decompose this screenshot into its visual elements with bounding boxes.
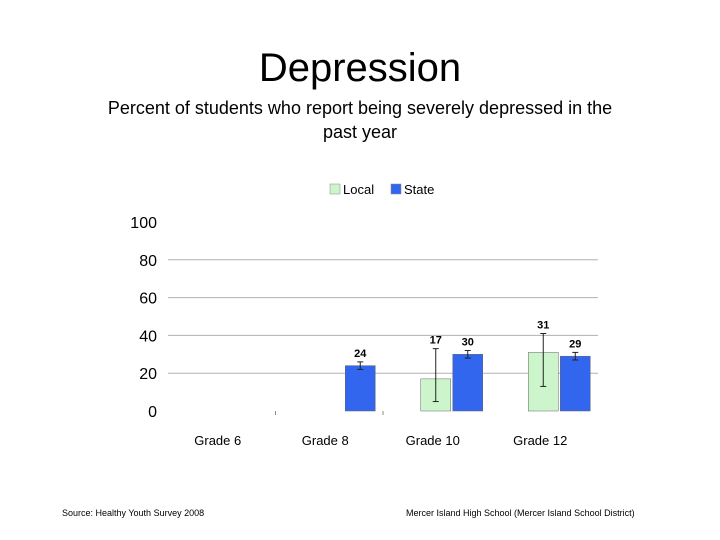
bars: 24 17 30 31 29 [345, 320, 591, 412]
data-label: 29 [569, 338, 581, 350]
page-title: Depression [258, 46, 462, 90]
x-tick-label: Grade 10 [406, 433, 460, 448]
y-axis: 0 20 40 60 80 100 [130, 215, 157, 421]
y-tick-label: 0 [148, 404, 157, 421]
source-note: Source: Healthy Youth Survey 2008 [62, 508, 205, 518]
bar-state [345, 365, 376, 412]
legend-swatch-state [390, 183, 402, 195]
school-note: Mercer Island High School (Mercer Island… [406, 508, 635, 518]
legend-swatch-local [329, 183, 341, 195]
data-label: 24 [354, 348, 367, 360]
page-subtitle: Percent of students who report being sev… [107, 98, 613, 142]
y-tick-label: 80 [139, 253, 157, 270]
x-tick-label: Grade 6 [194, 433, 241, 448]
x-axis: Grade 6 Grade 8 Grade 10 Grade 12 [194, 433, 567, 448]
y-tick-label: 60 [139, 291, 157, 308]
legend-label-local: Local [343, 182, 374, 197]
data-label: 17 [430, 335, 442, 347]
y-tick-label: 40 [139, 328, 157, 345]
bar-state [560, 355, 591, 412]
y-tick-label: 20 [139, 366, 157, 383]
gridlines [168, 259, 598, 415]
legend-label-state: State [404, 182, 434, 197]
x-tick-label: Grade 8 [302, 433, 349, 448]
data-label: 30 [462, 337, 474, 349]
chart-legend: Local State [329, 182, 434, 197]
bar-state [452, 354, 483, 412]
x-tick-label: Grade 12 [513, 433, 567, 448]
y-tick-label: 100 [130, 215, 157, 232]
data-label: 31 [537, 320, 549, 332]
